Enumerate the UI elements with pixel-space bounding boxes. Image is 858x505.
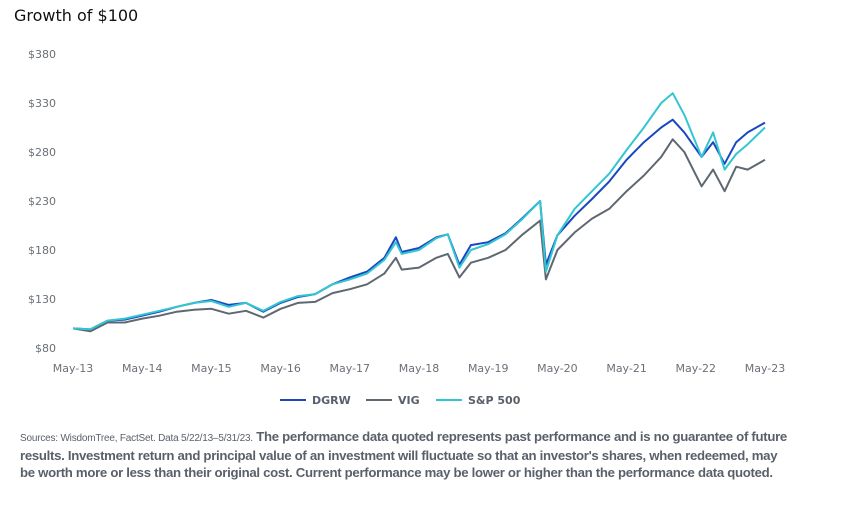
y-tick-label: $280 — [28, 146, 56, 159]
sources-note: Sources: WisdomTree, FactSet. Data 5/22/… — [20, 433, 253, 444]
y-tick-label: $330 — [28, 97, 56, 110]
y-tick-label: $80 — [35, 342, 56, 355]
legend: DGRW VIG S&P 500 — [280, 394, 521, 407]
legend-label: DGRW — [312, 394, 351, 407]
x-tick-label: May-18 — [399, 362, 440, 375]
series-line-vig — [72, 138, 766, 333]
x-tick-label: May-14 — [122, 362, 163, 375]
y-tick-label: $130 — [28, 293, 56, 306]
disclaimer: The performance data quoted represents p… — [20, 429, 787, 480]
y-tick-label: $230 — [28, 195, 56, 208]
x-tick-label: May-22 — [676, 362, 717, 375]
x-tick-label: May-17 — [330, 362, 371, 375]
chart-title: Growth of $100 — [14, 6, 139, 25]
x-tick-label: May-21 — [606, 362, 647, 375]
x-tick-label: May-15 — [191, 362, 232, 375]
y-axis: $80 $130 $180 $230 $280 $330 $380 — [28, 48, 56, 355]
series-line-s-p-500 — [72, 92, 766, 331]
x-tick-label: May-20 — [537, 362, 578, 375]
y-tick-label: $180 — [28, 244, 56, 257]
y-tick-label: $380 — [28, 48, 56, 61]
line-chart: $80 $130 $180 $230 $280 $330 $380 May-13 May-14… — [28, 48, 786, 407]
x-axis: May-13 May-14 May-15 May-16 May-17 May-18 May-… — [53, 362, 786, 375]
legend-label: S&P 500 — [468, 394, 521, 407]
legend-label: VIG — [398, 394, 420, 407]
footnote: Sources: WisdomTree, FactSet. Data 5/22/… — [20, 428, 790, 481]
x-tick-label: May-19 — [468, 362, 509, 375]
series-lines — [72, 92, 766, 333]
series-line-dgrw — [72, 118, 766, 331]
x-tick-label: May-16 — [260, 362, 301, 375]
x-tick-label: May-23 — [745, 362, 786, 375]
x-tick-label: May-13 — [53, 362, 94, 375]
